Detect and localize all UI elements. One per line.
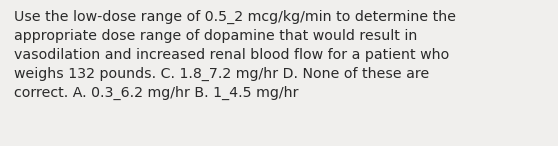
Text: Use the low-dose range of 0.5_2 mcg/kg/min to determine the
appropriate dose ran: Use the low-dose range of 0.5_2 mcg/kg/m… [14, 10, 456, 100]
